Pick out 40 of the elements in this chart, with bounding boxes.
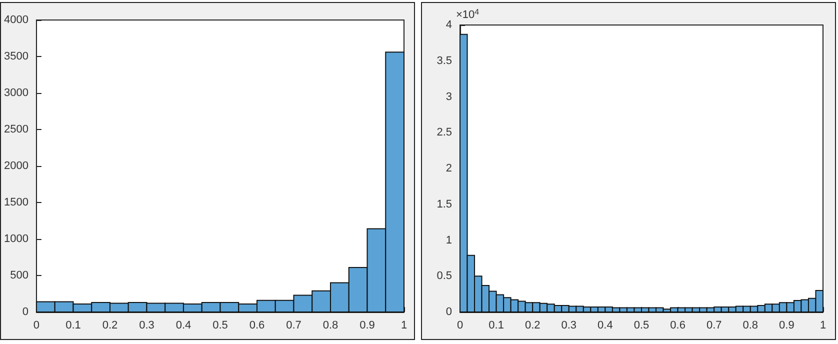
x-tick-label: 0.9	[360, 320, 375, 332]
x-tick-label: 0	[33, 320, 40, 332]
x-tick-label: 0.5	[212, 320, 228, 332]
y-tick-label: 1000	[4, 233, 28, 245]
y-tick-label: 2500	[4, 124, 28, 136]
x-tick-label: 0.7	[286, 320, 302, 332]
y-tick-label: 1.5	[436, 198, 452, 210]
x-tick-label: 0.2	[524, 320, 540, 332]
x-tick-label: 0.4	[176, 320, 192, 332]
y-tick-label: 0	[446, 306, 452, 318]
y-tick-label: 4000	[4, 14, 28, 26]
y-tick-label: 0.5	[436, 270, 452, 282]
x-tick-label: 0.7	[706, 320, 722, 332]
y-tick-label: 1	[446, 234, 452, 246]
y-tick-label: 2	[446, 162, 452, 174]
y-tick-label: 2.5	[436, 126, 452, 139]
x-tick-label: 0.8	[322, 320, 338, 332]
x-tick-label: 0	[456, 320, 464, 332]
x-tick-label: 0.2	[102, 320, 118, 332]
x-tick-label: 0.8	[742, 320, 758, 332]
y-tick-label: 3	[446, 90, 452, 103]
y-tick-label: 3000	[4, 87, 28, 99]
x-tick-label: 1	[400, 320, 408, 332]
y-tick-label: 3.5	[436, 54, 452, 67]
x-tick-label: 0.5	[634, 320, 650, 332]
x-tick-label: 0.1	[66, 320, 81, 332]
y-tick-label: 2000	[4, 160, 28, 172]
x-tick-label: 0.3	[561, 320, 577, 332]
x-tick-label: 0.1	[488, 320, 504, 332]
x-tick-label: 0.3	[139, 320, 154, 332]
x-tick-label: 0.4	[598, 320, 613, 332]
x-tick-label: 0.9	[779, 320, 794, 332]
x-tick-label: 0.6	[670, 320, 686, 332]
y-tick-label: 3500	[4, 50, 28, 62]
x-tick-label: 0.6	[249, 320, 265, 332]
y-tick-label: 4	[446, 19, 452, 31]
y-tick-label: 0	[22, 306, 28, 318]
y-tick-label: 500	[10, 270, 28, 282]
y-tick-label: 1500	[4, 196, 28, 208]
x-tick-label: 1	[820, 320, 826, 332]
